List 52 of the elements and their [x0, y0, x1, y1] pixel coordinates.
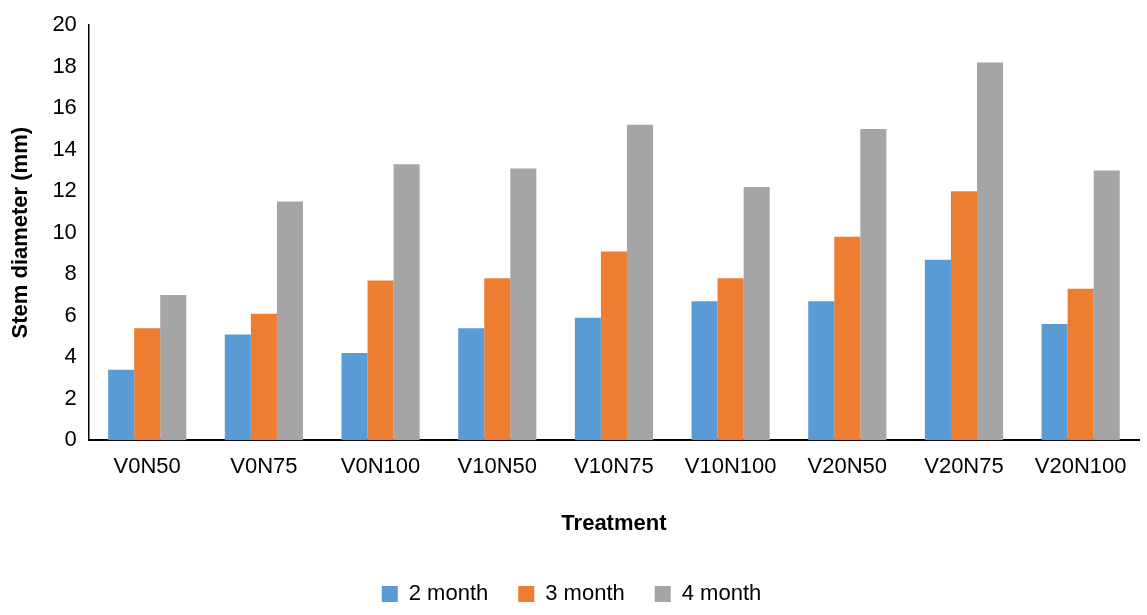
legend-label: 2 month [408, 580, 489, 606]
bar [626, 124, 654, 441]
bar [574, 317, 601, 441]
y-tick-label: 6 [64, 301, 77, 327]
bar [860, 128, 887, 441]
x-axis-title: Treatment [561, 509, 668, 535]
x-tick-label: V0N50 [113, 453, 181, 479]
bar [600, 251, 627, 441]
y-tick-label: 2 [64, 384, 77, 410]
bar [134, 328, 161, 441]
bar [924, 259, 951, 441]
bar [341, 353, 368, 441]
y-tick-label: 14 [52, 135, 77, 161]
x-tick-label: V0N75 [230, 453, 298, 479]
y-tick-label: 20 [52, 11, 77, 37]
x-tick-label: V20N100 [1034, 453, 1127, 479]
x-tick-label: V10N50 [457, 453, 538, 479]
bar [743, 187, 770, 441]
bar [1093, 170, 1120, 441]
x-tick-label: V20N50 [807, 453, 888, 479]
bar [160, 294, 187, 441]
bar [458, 328, 485, 441]
bar [808, 301, 835, 441]
x-tick-label: V20N75 [924, 453, 1004, 479]
bar [393, 164, 420, 441]
y-tick-label: 10 [52, 218, 77, 244]
bar [224, 334, 251, 441]
y-tick-label: 8 [64, 260, 77, 286]
y-tick-label: 18 [52, 52, 77, 78]
x-tick-label: V0N100 [340, 453, 421, 479]
bar [510, 168, 537, 441]
legend-label: 3 month [545, 580, 625, 606]
bar [1041, 324, 1068, 441]
bar [276, 201, 303, 441]
bar [108, 369, 135, 441]
y-tick-label: 0 [64, 426, 77, 452]
bar [834, 236, 861, 441]
y-tick-label: 12 [52, 177, 77, 203]
bar [950, 191, 978, 441]
bar [977, 62, 1004, 441]
bar [1067, 288, 1094, 441]
x-tick-label: V10N100 [684, 453, 777, 479]
bar [250, 313, 277, 441]
y-axis-title: Stem diameter (mm) [7, 126, 33, 339]
bar [367, 280, 394, 441]
bar [691, 301, 718, 441]
y-tick-label: 16 [52, 94, 77, 120]
bar [484, 278, 511, 441]
bar [717, 278, 744, 441]
legend-label: 4 month [681, 580, 762, 606]
y-tick-label: 4 [64, 343, 77, 369]
x-tick-label: V10N75 [574, 453, 654, 479]
